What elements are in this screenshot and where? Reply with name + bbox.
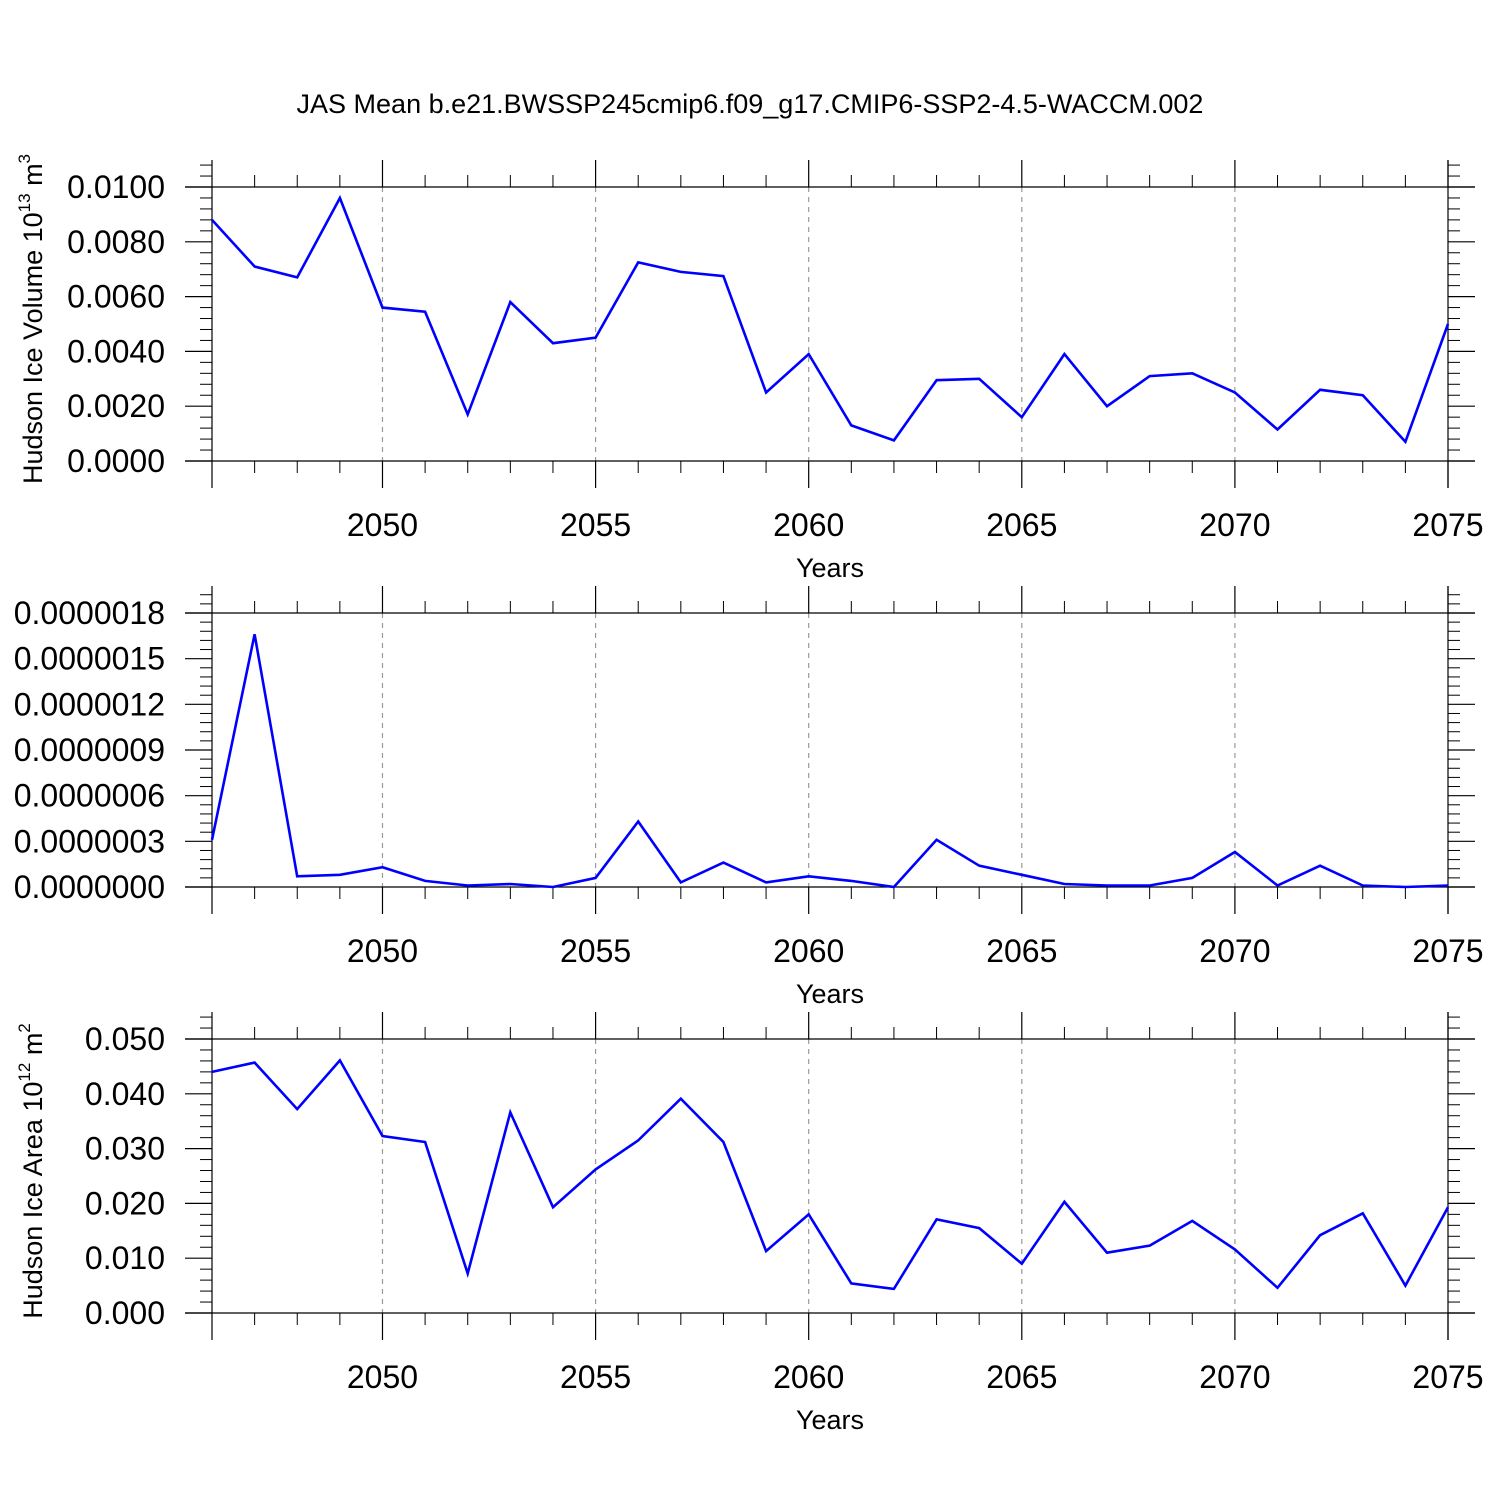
chart-panel-1: 2050 2055 2060 2065 2070 2075 0.0000 0.0020 0.00… bbox=[15, 154, 1484, 583]
x-tick-label: 2050 bbox=[347, 507, 418, 543]
y-tick-label: 0.0000006 bbox=[14, 778, 165, 814]
series-line bbox=[210, 634, 1449, 889]
y-tick-label: 0.020 bbox=[85, 1185, 165, 1221]
x-tick-label: 2060 bbox=[773, 933, 844, 969]
x-tick-label: 2065 bbox=[986, 507, 1057, 543]
x-tick-label: 2070 bbox=[1199, 507, 1270, 543]
y-axis-label-unit: m bbox=[18, 163, 48, 193]
y-axis-label: Hudson Ice Volume 1013 m3 bbox=[15, 154, 48, 484]
y-axis-label-text: Hudson Ice Area 10 bbox=[18, 1082, 48, 1319]
y-tick-label: 0.0000015 bbox=[14, 641, 165, 677]
x-tick-label: 2075 bbox=[1412, 507, 1483, 543]
chart-panel-3: 2050 2055 2060 2065 2070 2075 0.000 0.010 0.020 0… bbox=[15, 1012, 1484, 1435]
x-tick-label: 2070 bbox=[1199, 933, 1270, 969]
y-tick-label: 0.0000000 bbox=[14, 869, 165, 905]
y-tick-label: 0.010 bbox=[85, 1240, 165, 1276]
y-tick-label: 0.050 bbox=[85, 1021, 165, 1057]
x-axis-label: Years bbox=[796, 979, 864, 1009]
x-tick-label: 2070 bbox=[1199, 1359, 1270, 1395]
y-axis-label-text: Hudson Ice Volume 10 bbox=[18, 212, 48, 484]
y-tick-label: 0.0000 bbox=[67, 443, 165, 479]
y-axis-label: Hudson Ice Area 1012 m2 bbox=[15, 1023, 48, 1319]
x-tick-label: 2075 bbox=[1412, 933, 1483, 969]
y-axis-label-unit-exponent: 3 bbox=[15, 154, 34, 163]
chart-panel-2: 2050 2055 2060 2065 2070 2075 0.0000000 0.00000… bbox=[14, 586, 1484, 1009]
x-tick-label: 2065 bbox=[986, 933, 1057, 969]
y-axis-label-exponent: 13 bbox=[15, 193, 34, 212]
y-tick-label: 0.0040 bbox=[67, 333, 165, 369]
y-axis-label-exponent: 12 bbox=[15, 1063, 34, 1082]
x-tick-label: 2065 bbox=[986, 1359, 1057, 1395]
y-tick-label: 0.0100 bbox=[67, 169, 165, 205]
y-tick-label: 0.0020 bbox=[67, 388, 165, 424]
x-tick-label: 2050 bbox=[347, 1359, 418, 1395]
y-tick-label: 0.040 bbox=[85, 1076, 165, 1112]
x-tick-label: 2060 bbox=[773, 507, 844, 543]
y-tick-label: 0.0000012 bbox=[14, 686, 165, 722]
series-line bbox=[211, 194, 1450, 445]
y-tick-label: 0.0080 bbox=[67, 224, 165, 260]
y-tick-label: 0.0000003 bbox=[14, 823, 165, 859]
y-tick-label: 0.030 bbox=[85, 1131, 165, 1167]
x-tick-label: 2050 bbox=[347, 933, 418, 969]
y-tick-label: 0.0000018 bbox=[14, 595, 165, 631]
x-tick-label: 2055 bbox=[560, 1359, 631, 1395]
y-axis-label-unit-exponent: 2 bbox=[15, 1023, 34, 1032]
x-tick-label: 2055 bbox=[560, 507, 631, 543]
series-line bbox=[211, 1058, 1450, 1291]
x-tick-label: 2060 bbox=[773, 1359, 844, 1395]
y-axis-label-unit: m bbox=[18, 1033, 48, 1063]
chart-title: JAS Mean b.e21.BWSSP245cmip6.f09_g17.CMI… bbox=[297, 89, 1204, 119]
x-axis-label: Years bbox=[796, 1405, 864, 1435]
y-tick-label: 0.0000009 bbox=[14, 732, 165, 768]
y-tick-label: 0.0060 bbox=[67, 279, 165, 315]
y-tick-label: 0.000 bbox=[85, 1295, 165, 1331]
x-tick-label: 2055 bbox=[560, 933, 631, 969]
x-axis-label: Years bbox=[796, 553, 864, 583]
x-tick-label: 2075 bbox=[1412, 1359, 1483, 1395]
